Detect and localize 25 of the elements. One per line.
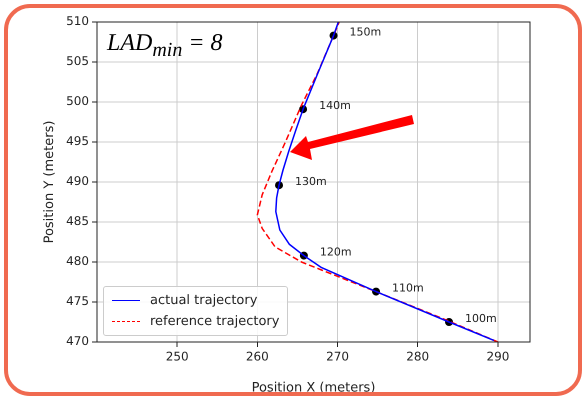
x-tick-label: 270 (326, 349, 350, 364)
y-tick-label: 475 (66, 294, 89, 308)
x-tick-label: 290 (486, 349, 510, 364)
y-tick-label: 500 (66, 94, 89, 108)
x-tick-label: 280 (406, 349, 430, 364)
legend-label: reference trajectory (150, 314, 280, 329)
x-tick-label: 250 (166, 349, 189, 364)
annotation: 100m (465, 312, 497, 325)
x-tick-label: 260 (246, 349, 269, 364)
annotation: 150m (350, 25, 382, 38)
y-tick-label: 505 (66, 54, 89, 68)
legend-label: actual trajectory (150, 293, 258, 308)
y-tick-label: 485 (66, 214, 89, 228)
annotation: 130m (295, 175, 327, 188)
annotation: 120m (320, 245, 352, 258)
y-tick-label: 490 (66, 174, 89, 188)
y-tick-label: 480 (66, 254, 89, 268)
annotation: 110m (392, 281, 424, 294)
x-axis-title: Position X (meters) (252, 380, 376, 396)
y-tick-label: 495 (66, 134, 89, 148)
formula-label: LAD$_{min}$ = 8 (107, 30, 223, 62)
y-axis-title: Position Y (meters) (42, 120, 58, 244)
y-tick-label: 510 (66, 14, 89, 28)
annotation: 140m (319, 99, 351, 112)
y-tick-label: 470 (66, 334, 89, 348)
